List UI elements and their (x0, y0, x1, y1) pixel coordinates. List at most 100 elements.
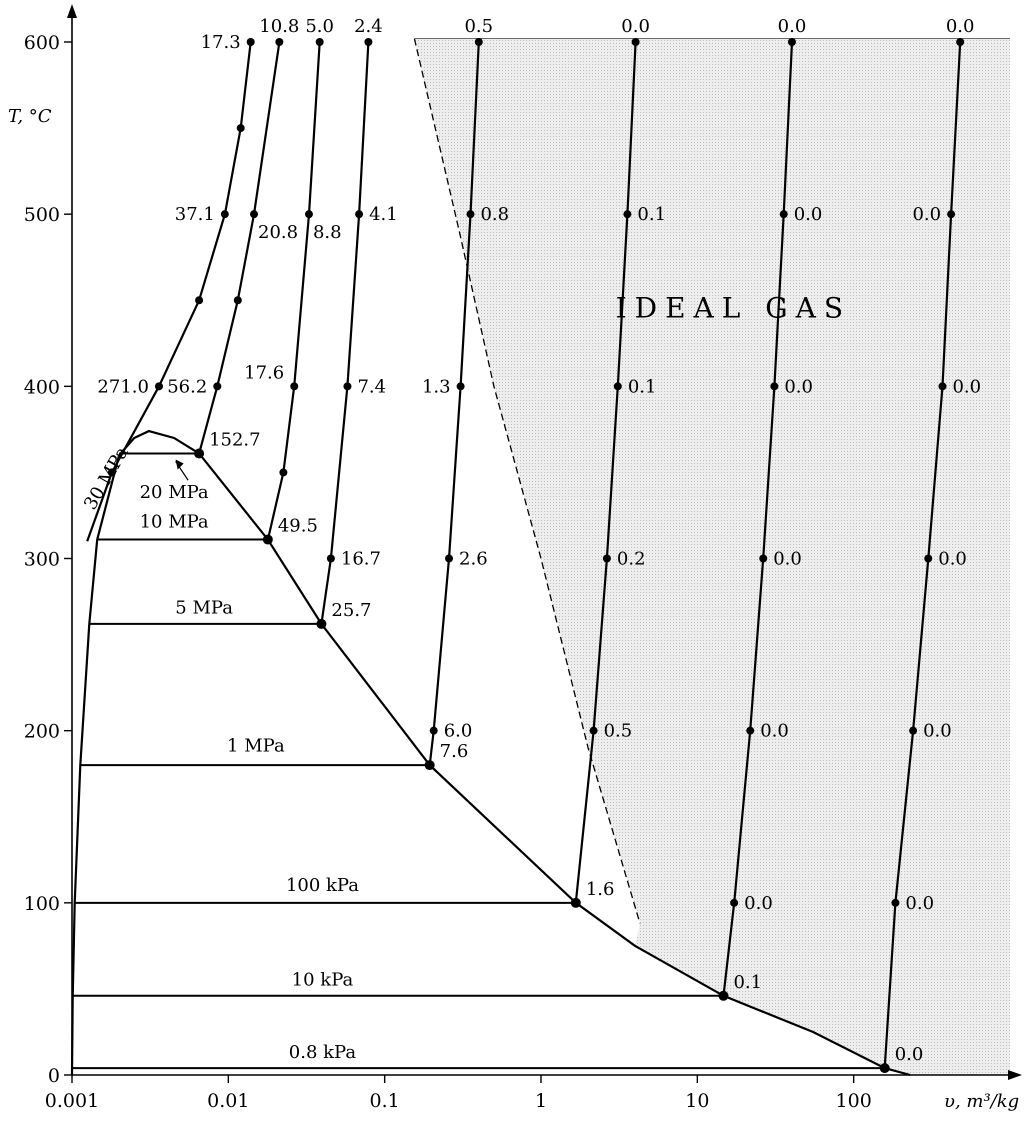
y-tick-label: 500 (24, 204, 60, 226)
value-annotation: 7.4 (357, 376, 386, 397)
y-tick-label: 0 (48, 1065, 60, 1087)
value-annotation: 2.6 (459, 549, 488, 570)
ideal-gas-boundary (413, 38, 641, 924)
isobar-point (924, 554, 933, 563)
isobar-point (364, 38, 373, 46)
value-annotation: 0.0 (784, 376, 813, 397)
ideal-gas-label: IDEAL GAS (616, 291, 851, 324)
value-annotation: 8.8 (313, 222, 342, 243)
isobar-point (275, 38, 284, 46)
isobar-point (343, 382, 352, 391)
value-annotation: 0.0 (938, 549, 967, 570)
isobar-point (250, 210, 259, 219)
tie-line-label: 100 kPa (286, 875, 359, 896)
x-tick-label: 10 (685, 1090, 709, 1112)
value-annotation: 152.7 (209, 429, 261, 450)
isobar-point (770, 382, 779, 391)
y-axis-arrow (67, 4, 77, 18)
ideal-gas-region-layer (413, 38, 1010, 1076)
y-tick-label: 200 (24, 721, 60, 743)
value-annotation: 17.3 (201, 32, 241, 53)
isobar-point (316, 618, 327, 629)
isobar-point (326, 554, 335, 563)
isobar-line (428, 41, 480, 766)
isobar-point (879, 1063, 890, 1074)
isobar-point (355, 210, 364, 219)
axes-layer: 0 100 200 300 400 500 600 0.001 0.01 0.1 1 10 100 (24, 4, 1022, 1112)
value-annotation: 6.0 (444, 721, 473, 742)
value-annotation: 0.0 (760, 721, 789, 742)
isobar-point (429, 726, 438, 735)
isobar-point (759, 554, 768, 563)
isobar-point (730, 898, 739, 907)
value-annotation: 5.0 (305, 16, 334, 37)
value-annotation: 0.5 (604, 721, 633, 742)
isobar-point (424, 760, 435, 771)
value-annotation: 49.5 (278, 516, 318, 537)
tie-line-label: 10 MPa (140, 512, 209, 533)
value-annotation: 0.1 (628, 376, 657, 397)
tie-line-label: 10 kPa (292, 969, 354, 990)
value-annotation: 10.8 (259, 16, 299, 37)
tie-line-label: 1 MPa (227, 735, 285, 756)
value-annotation: 271.0 (97, 376, 149, 397)
y-tick-label: 300 (24, 549, 60, 571)
tie-line-label: 0.8 kPa (289, 1042, 357, 1063)
isobar-point (304, 210, 313, 219)
isobar-point (947, 210, 956, 219)
isobar-point (445, 554, 454, 563)
tie-line-label: 20 MPa (140, 482, 209, 503)
text-layer: IDEAL GAS T, °C υ, m³/kg 20 MPa 10 MPa 5 M… (8, 16, 1019, 1112)
value-annotation: 2.4 (354, 16, 383, 37)
isobar-point (570, 897, 581, 908)
value-annotation: 0.1 (733, 972, 762, 993)
isobar-point (236, 124, 245, 133)
value-annotation: 16.7 (341, 549, 381, 570)
isobar-point (613, 382, 622, 391)
isobar-point (456, 382, 465, 391)
x-tick-label: 0.001 (45, 1090, 99, 1112)
value-annotation: 0.2 (617, 549, 646, 570)
value-annotation: 37.1 (175, 204, 215, 225)
isobar-point (233, 296, 242, 305)
isobar-point (213, 382, 222, 391)
value-annotation: 0.0 (905, 893, 934, 914)
value-annotation: 0.0 (912, 204, 941, 225)
value-annotation: 0.0 (952, 376, 981, 397)
isobar-point (718, 990, 729, 1001)
ideal-gas-region (414, 38, 1010, 1076)
x-axis-arrow (1008, 1070, 1022, 1080)
pointer-20mpa-head (175, 459, 184, 470)
y-tick-label: 100 (24, 893, 60, 915)
isobar-point (631, 38, 640, 46)
isobar-point (290, 382, 299, 391)
isobar-point (938, 382, 947, 391)
isobar-line (198, 41, 281, 454)
isobar-line (266, 41, 321, 540)
isobar-point (107, 468, 116, 477)
value-annotation: 7.6 (440, 741, 469, 762)
isobar-point (154, 382, 163, 391)
x-tick-label: 1 (535, 1090, 547, 1112)
value-annotation: 1.6 (586, 879, 615, 900)
value-annotation: 0.5 (464, 16, 493, 37)
isobar-point (246, 38, 255, 46)
value-annotation: 0.1 (637, 204, 666, 225)
value-annotation: 0.0 (923, 721, 952, 742)
x-axis-label: υ, m³/kg (944, 1091, 1019, 1112)
value-annotation: 0.0 (794, 204, 823, 225)
isobar-point (891, 898, 900, 907)
isobar-point (589, 726, 598, 735)
isobar-point (787, 38, 796, 46)
isobar-line (320, 41, 370, 625)
isobar-point (779, 210, 788, 219)
value-annotation: 20.8 (258, 222, 298, 243)
saturation-dome (70, 429, 911, 1077)
isobar-point (956, 38, 965, 46)
tie-line-label: 5 MPa (175, 598, 233, 619)
value-annotation: 17.6 (244, 362, 284, 383)
value-annotation: 0.0 (744, 893, 773, 914)
x-tick-label: 0.01 (207, 1090, 249, 1112)
y-tick-label: 400 (24, 376, 60, 398)
